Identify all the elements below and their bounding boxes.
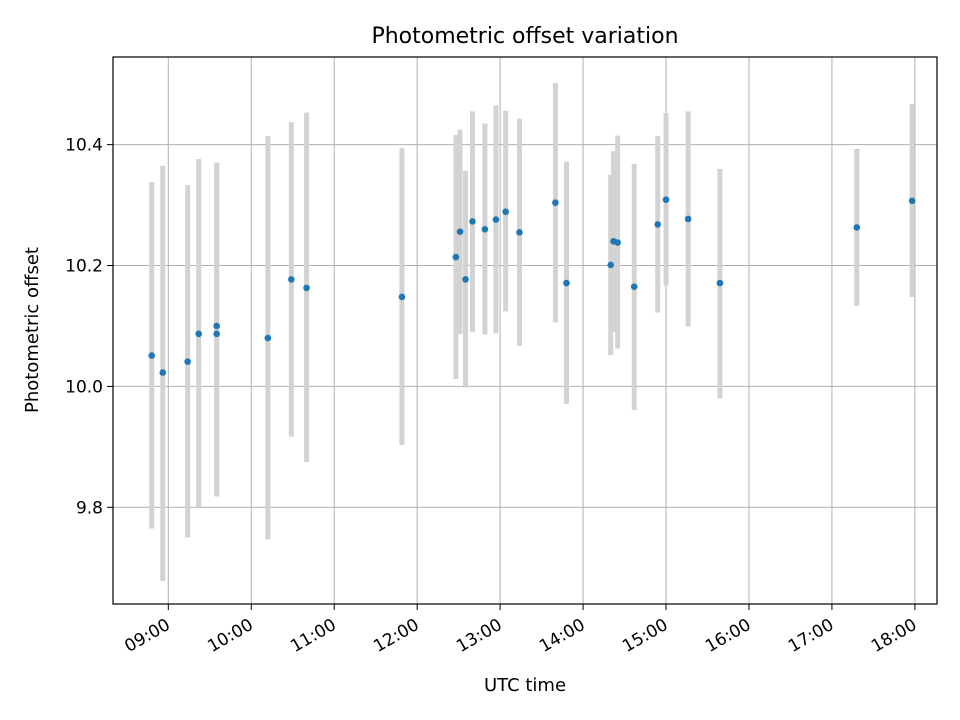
data-point: [684, 215, 692, 223]
data-point: [184, 358, 191, 365]
data-point: [159, 369, 167, 376]
x-axis-label: UTC time: [484, 675, 566, 696]
grid: [113, 57, 937, 604]
data-point: [563, 279, 570, 287]
data-point: [516, 228, 523, 236]
y-tick-label: 9.8: [76, 498, 103, 518]
data-point: [288, 276, 295, 283]
plot-frame: [112, 56, 938, 605]
data-point: [213, 322, 220, 330]
data-point: [213, 330, 220, 338]
data-point: [853, 224, 861, 231]
data-point: [630, 283, 638, 290]
y-tick-label: 10.4: [65, 136, 103, 156]
data-point: [607, 261, 615, 269]
data-point: [398, 293, 406, 301]
data-point: [716, 279, 724, 287]
data-points: [148, 196, 916, 376]
y-axis-ticks: 9.8 10.0 10.2 10.4: [65, 136, 113, 518]
data-point: [469, 218, 476, 225]
y-axis-label: Photometric offset: [22, 247, 43, 413]
data-point: [908, 197, 916, 205]
data-point: [552, 199, 559, 206]
data-point: [148, 352, 156, 359]
data-point: [662, 196, 670, 203]
data-point: [303, 284, 310, 292]
data-point: [264, 334, 272, 342]
data-point: [452, 253, 460, 261]
data-point: [614, 239, 621, 246]
data-point: [654, 221, 662, 228]
chart-title: Photometric offset variation: [371, 24, 678, 49]
data-point: [195, 330, 203, 338]
data-point: [492, 216, 500, 223]
data-point: [502, 208, 509, 216]
data-point: [462, 276, 469, 283]
y-tick-label: 10.0: [65, 377, 103, 397]
data-point: [456, 228, 464, 235]
y-tick-label: 10.2: [65, 257, 103, 277]
data-point: [481, 225, 489, 233]
